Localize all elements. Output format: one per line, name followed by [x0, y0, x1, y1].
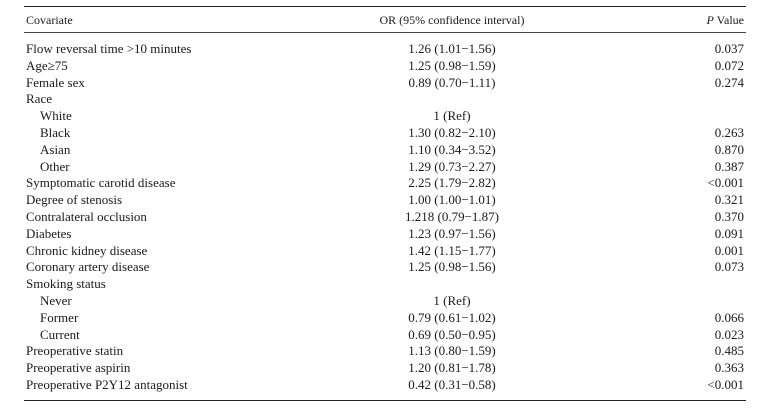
- table-row: Chronic kidney disease 1.42 (1.15−1.77) 0.…: [24, 243, 746, 260]
- table-row: Current 0.69 (0.50−0.95) 0.023: [24, 327, 746, 344]
- regression-table: Covariate OR (95% confidence interval) P…: [24, 6, 746, 401]
- odds-ratio-cell: 1.26 (1.01−1.56): [408, 41, 496, 56]
- table-row: Asian 1.10 (0.34−3.52) 0.870: [24, 142, 746, 159]
- table-row: Coronary artery disease 1.25 (0.98−1.56) 0…: [24, 259, 746, 276]
- odds-ratio-cell: 1.23 (0.97−1.56): [408, 225, 496, 241]
- covariate-cell: Contralateral occlusion: [26, 208, 147, 224]
- table-row: Preoperative P2Y12 antagonist 0.42 (0.31−…: [24, 377, 746, 394]
- p-value-cell: <0.001: [707, 175, 744, 191]
- covariate-cell: Race: [26, 91, 52, 107]
- odds-ratio-cell: 1.25 (0.98−1.59): [408, 57, 496, 73]
- covariate-cell: Current: [40, 326, 80, 342]
- odds-ratio-cell: 1.20 (0.81−1.78): [408, 360, 496, 376]
- odds-ratio-cell: 1.30 (0.82−2.10): [408, 124, 496, 140]
- odds-ratio-cell: 1 (Ref): [433, 108, 471, 124]
- table-row: Flow reversal time >10 minutes 1.26 (1.01…: [24, 41, 746, 58]
- covariate-cell: Smoking status: [26, 276, 106, 292]
- covariate-cell: White: [40, 108, 72, 124]
- p-value-cell: 0.001: [714, 242, 744, 258]
- covariate-cell: Preoperative P2Y12 antagonist: [26, 376, 188, 392]
- odds-ratio-cell: 1.00 (1.00−1.01): [408, 192, 496, 208]
- header-p-value: P Value: [707, 13, 744, 28]
- odds-ratio-cell: 1.42 (1.15−1.77): [408, 242, 496, 258]
- p-value-cell: 0.274: [714, 74, 744, 90]
- table-row: Contralateral occlusion 1.218 (0.79−1.87)…: [24, 209, 746, 226]
- table-row: Other 1.29 (0.73−2.27) 0.387: [24, 159, 746, 176]
- covariate-cell: Asian: [40, 141, 71, 157]
- table-row: Preoperative statin 1.13 (0.80−1.59) 0.485: [24, 343, 746, 360]
- covariate-cell: Preoperative statin: [26, 343, 124, 359]
- header-odds-ratio: OR (95% confidence interval): [379, 13, 525, 27]
- covariate-cell: Never: [40, 292, 72, 308]
- odds-ratio-cell: 0.42 (0.31−0.58): [408, 376, 496, 392]
- odds-ratio-cell: 1.13 (0.80−1.59): [408, 343, 496, 359]
- table-row: Never 1 (Ref): [24, 293, 746, 310]
- table-row: Race: [24, 91, 746, 108]
- covariate-cell: Symptomatic carotid disease: [26, 175, 176, 191]
- covariate-cell: Black: [40, 124, 71, 140]
- header-covariate: Covariate: [26, 13, 73, 27]
- p-value-cell: 0.870: [714, 141, 744, 157]
- odds-ratio-cell: 0.69 (0.50−0.95): [408, 326, 496, 342]
- table-body: Flow reversal time >10 minutes 1.26 (1.01…: [24, 33, 746, 394]
- p-value-cell: 0.321: [714, 192, 744, 208]
- header-p-letter: P: [706, 13, 714, 27]
- odds-ratio-cell: 1.218 (0.79−1.87): [405, 208, 499, 224]
- header-p-value-word: Value: [713, 13, 744, 27]
- p-value-cell: <0.001: [707, 376, 744, 392]
- table-row: White 1 (Ref): [24, 108, 746, 125]
- odds-ratio-cell: 0.79 (0.61−1.02): [408, 309, 496, 325]
- odds-ratio-cell: 0.89 (0.70−1.11): [408, 74, 496, 90]
- table-row: Smoking status: [24, 276, 746, 293]
- covariate-cell: Diabetes: [26, 225, 72, 241]
- table-row: Degree of stenosis 1.00 (1.00−1.01) 0.321: [24, 192, 746, 209]
- table-row: Diabetes 1.23 (0.97−1.56) 0.091: [24, 226, 746, 243]
- odds-ratio-cell: 1.25 (0.98−1.56): [408, 259, 496, 275]
- table-row: Preoperative aspirin 1.20 (0.81−1.78) 0.36…: [24, 360, 746, 377]
- table-row: Black 1.30 (0.82−2.10) 0.263: [24, 125, 746, 142]
- table-top-rule: [24, 6, 746, 7]
- covariate-cell: Degree of stenosis: [26, 192, 123, 208]
- p-value-cell: 0.073: [714, 259, 744, 275]
- p-value-cell: 0.363: [714, 360, 744, 376]
- table-header-rule: [24, 32, 746, 33]
- p-value-cell: 0.023: [714, 326, 744, 342]
- table-row: Age≥75 1.25 (0.98−1.59) 0.072: [24, 58, 746, 75]
- table-row: Female sex 0.89 (0.70−1.11) 0.274: [24, 75, 746, 92]
- p-value-cell: 0.263: [714, 124, 744, 140]
- odds-ratio-cell: 2.25 (1.79−2.82): [408, 175, 496, 191]
- covariate-cell: Coronary artery disease: [26, 259, 150, 275]
- table-row: Symptomatic carotid disease 2.25 (1.79−2.…: [24, 175, 746, 192]
- p-value-cell: 0.370: [714, 208, 744, 224]
- p-value-cell: 0.037: [714, 41, 744, 56]
- table-row: Former 0.79 (0.61−1.02) 0.066: [24, 310, 746, 327]
- p-value-cell: 0.387: [714, 158, 744, 174]
- covariate-cell: Former: [40, 309, 79, 325]
- table-bottom-rule: [24, 399, 746, 401]
- p-value-cell: 0.066: [714, 309, 744, 325]
- p-value-cell: 0.485: [714, 343, 744, 359]
- odds-ratio-cell: 1.29 (0.73−2.27): [408, 158, 496, 174]
- covariate-cell: Chronic kidney disease: [26, 242, 148, 258]
- covariate-cell: Preoperative aspirin: [26, 360, 131, 376]
- covariate-cell: Female sex: [26, 74, 85, 90]
- p-value-cell: 0.072: [714, 57, 744, 73]
- p-value-cell: 0.091: [714, 225, 744, 241]
- odds-ratio-cell: 1.10 (0.34−3.52): [408, 141, 496, 157]
- covariate-cell: Age≥75: [26, 57, 68, 73]
- covariate-cell: Other: [40, 158, 70, 174]
- covariate-cell: Flow reversal time >10 minutes: [26, 41, 192, 56]
- table-header-row: Covariate OR (95% confidence interval) P…: [24, 7, 746, 32]
- odds-ratio-cell: 1 (Ref): [433, 292, 471, 308]
